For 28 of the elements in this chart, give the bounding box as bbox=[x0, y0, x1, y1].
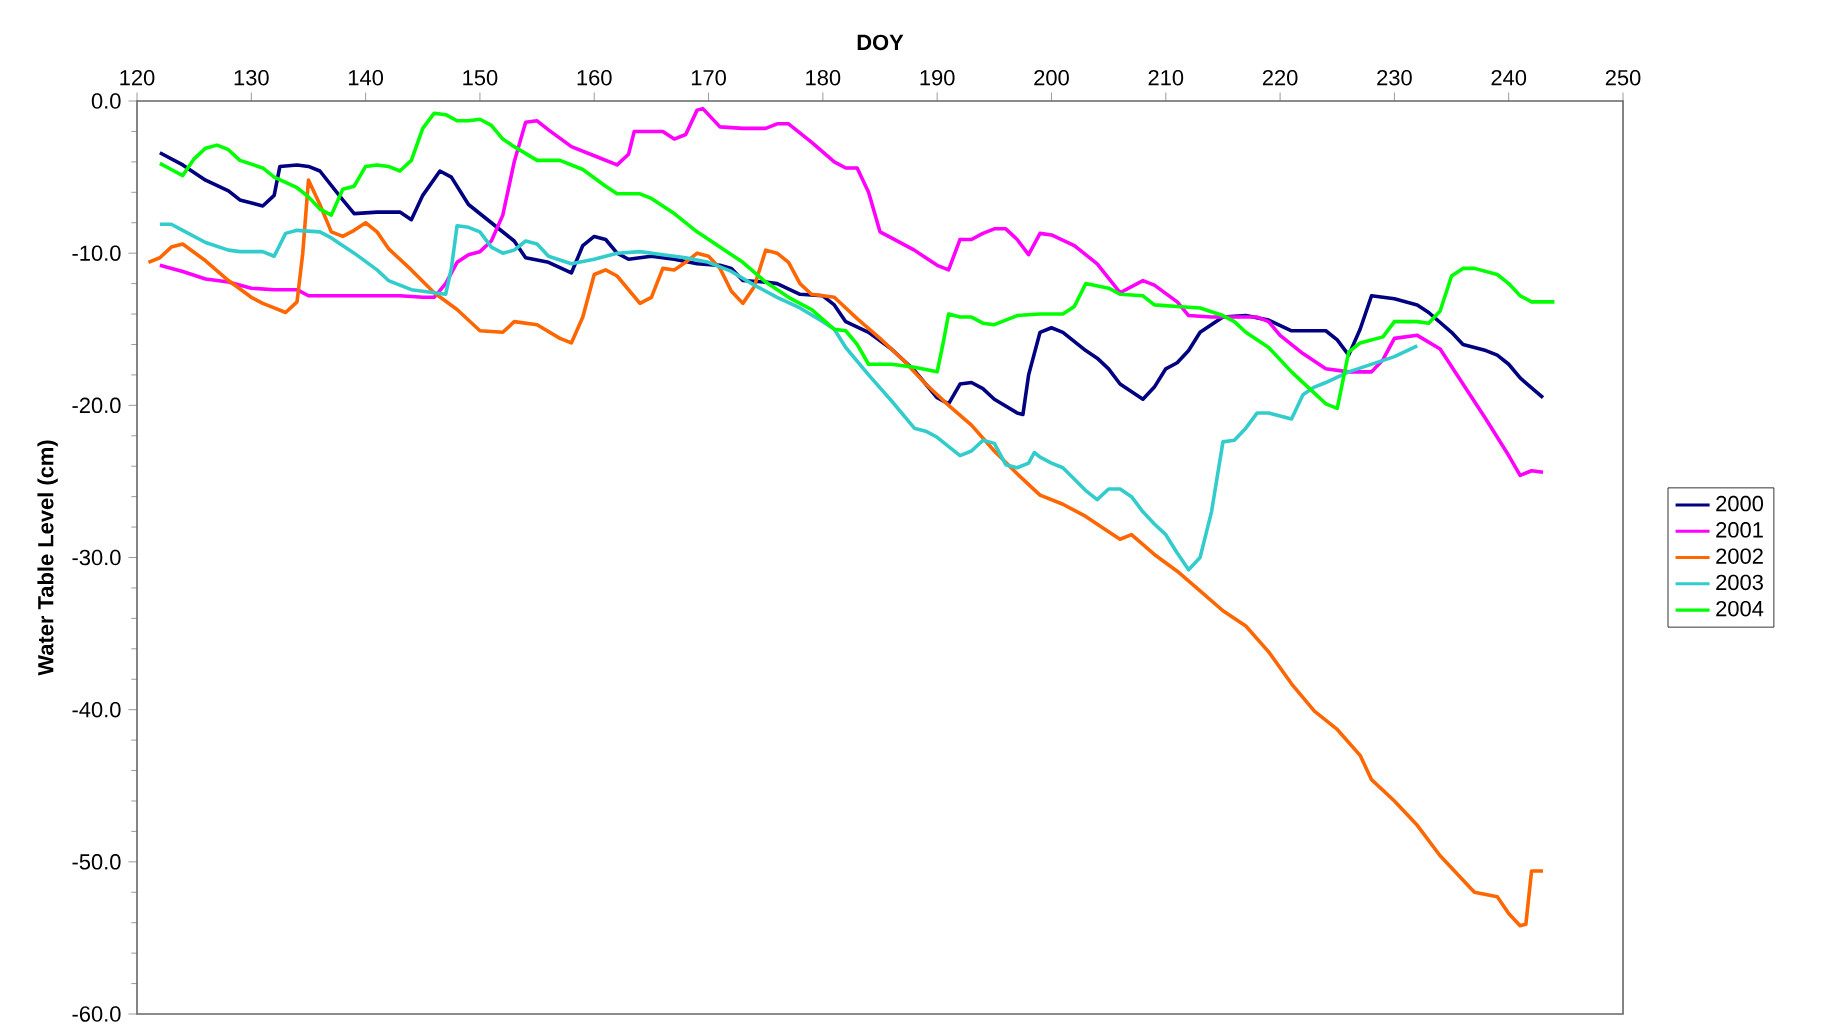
y-tick-label: -60.0 bbox=[72, 1006, 121, 1022]
legend-label: 2004 bbox=[1716, 600, 1764, 617]
x-tick-label: 130 bbox=[234, 69, 269, 86]
y-tick-label: -10.0 bbox=[72, 245, 121, 261]
legend-label: 2000 bbox=[1716, 495, 1764, 512]
x-tick-label: 180 bbox=[806, 69, 841, 86]
x-tick-label: 160 bbox=[577, 69, 612, 86]
x-tick-label: 220 bbox=[1262, 69, 1298, 86]
legend-label: 2001 bbox=[1716, 522, 1763, 538]
x-tick-label: 190 bbox=[920, 69, 955, 86]
x-tick-label: 210 bbox=[1148, 69, 1184, 86]
x-tick-label: 120 bbox=[120, 69, 155, 86]
y-tick-label: 0.0 bbox=[91, 93, 121, 109]
y-axis-title: Water Table Level (cm) bbox=[37, 440, 58, 676]
x-tick-label: 170 bbox=[691, 69, 726, 86]
y-tick-label: -20.0 bbox=[72, 397, 121, 414]
y-tick-label: -30.0 bbox=[72, 549, 121, 566]
x-tick-label: 140 bbox=[348, 69, 384, 86]
x-tick-label: 250 bbox=[1605, 69, 1641, 86]
y-tick-label: -40.0 bbox=[72, 701, 121, 718]
x-tick-label: 200 bbox=[1034, 69, 1069, 86]
y-tick-label: -50.0 bbox=[72, 854, 121, 870]
x-axis-title: DOY bbox=[857, 34, 904, 51]
legend-label: 2002 bbox=[1716, 548, 1763, 564]
x-tick-label: 240 bbox=[1491, 69, 1527, 86]
legend-label: 2003 bbox=[1716, 574, 1763, 591]
x-tick-label: 150 bbox=[463, 69, 498, 86]
x-tick-label: 230 bbox=[1377, 69, 1412, 86]
